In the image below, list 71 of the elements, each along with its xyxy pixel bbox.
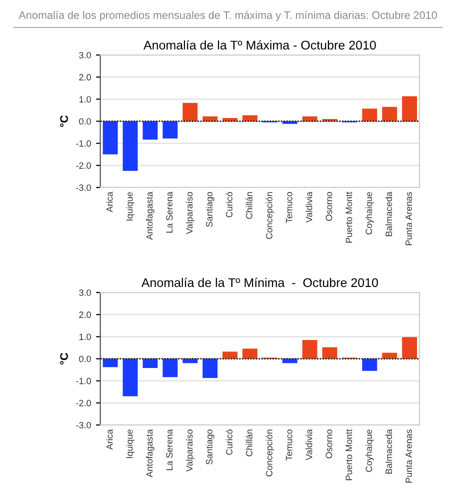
y-tick-label: -2.0 [76, 162, 91, 169]
x-tick-label: Osorno [326, 430, 332, 458]
x-tick-label: Iquique [126, 192, 134, 220]
x-tick-label: Curicó [226, 192, 232, 218]
x-tick-label: Concepción [266, 192, 274, 239]
x-tick-label: Osorno [326, 192, 332, 221]
y-tick-label: 0.0 [79, 356, 91, 362]
x-tick-label: Puerto Montt [346, 429, 352, 480]
bar [302, 340, 318, 359]
bar [142, 121, 158, 140]
bar [242, 348, 258, 359]
x-tick-label: Puerto Montt [346, 192, 352, 243]
y-tick-label: 2.0 [79, 74, 91, 80]
y-tick-label: 3.0 [79, 289, 91, 296]
x-tick-label: Valparaíso [186, 430, 194, 472]
x-tick-label: Valparaíso [186, 192, 194, 234]
bar [162, 358, 178, 378]
bar [382, 106, 398, 122]
bar [242, 115, 258, 122]
x-tick-label: Iquique [126, 430, 134, 458]
x-tick-label: Santiago [206, 192, 214, 227]
x-tick-label: Curicó [226, 430, 232, 455]
x-tick-label: La Serena [166, 192, 173, 233]
text: Anomalía de los promedios mensuales de T. máxima y T. mínima diarias: Octubre 2010 [18, 10, 437, 22]
bar [122, 358, 138, 396]
bar [102, 121, 118, 154]
x-tick-label: Coyhaique [365, 192, 374, 234]
x-tick-label: Temuco [286, 192, 292, 224]
x-tick-label: Punta Arenas [406, 192, 412, 246]
x-tick-label: Arica [106, 192, 113, 212]
bar [362, 358, 378, 371]
y-axis-title: °C [60, 115, 68, 127]
y-tick-label: 1.0 [79, 334, 91, 340]
x-tick-label: Valdivia [306, 192, 312, 223]
y-axis-title: °C [60, 352, 68, 364]
bar [322, 347, 338, 359]
x-tick-label: Balmaceda [385, 192, 392, 236]
y-tick-label: -1.0 [76, 378, 91, 384]
y-tick-label: -3.0 [76, 184, 91, 191]
bar [362, 108, 378, 122]
x-tick-label: Valdivia [306, 429, 312, 460]
x-tick-label: Santiago [206, 430, 214, 464]
y-tick-label: 3.0 [79, 52, 91, 58]
x-tick-label: Chillán [246, 430, 252, 456]
y-tick-label: 2.0 [79, 312, 91, 318]
x-tick-label: Punta Arenas [406, 429, 412, 483]
x-tick-label: Antofagasta [146, 429, 154, 478]
bar [182, 102, 198, 122]
chart-title: Anomalía de la Tº Mínima - Octubre 2010 [141, 278, 378, 288]
x-tick-label: Balmaceda [385, 429, 392, 474]
bar [222, 352, 238, 359]
x-tick-label: Antofagasta [146, 192, 154, 240]
x-tick-label: Coyhaique [365, 430, 374, 472]
y-tick-label: 0.0 [79, 118, 91, 125]
bar [402, 337, 418, 359]
y-tick-label: 1.0 [79, 96, 91, 103]
y-tick-label: -2.0 [76, 400, 91, 406]
chart-title: Anomalía de la Tº Máxima - Octubre 2010 [143, 40, 376, 50]
x-tick-label: Temuco [286, 430, 292, 461]
bar [122, 121, 138, 171]
bar [162, 121, 178, 138]
x-tick-label: Arica [106, 429, 113, 450]
bar [402, 96, 418, 122]
x-tick-label: La Serena [166, 429, 173, 470]
bar [102, 358, 118, 368]
bar [142, 358, 158, 368]
y-tick-label: -1.0 [76, 140, 91, 147]
bar [202, 358, 218, 378]
x-tick-label: Chillán [246, 192, 252, 219]
x-tick-label: Concepción [266, 430, 274, 476]
y-tick-label: -3.0 [76, 422, 91, 428]
